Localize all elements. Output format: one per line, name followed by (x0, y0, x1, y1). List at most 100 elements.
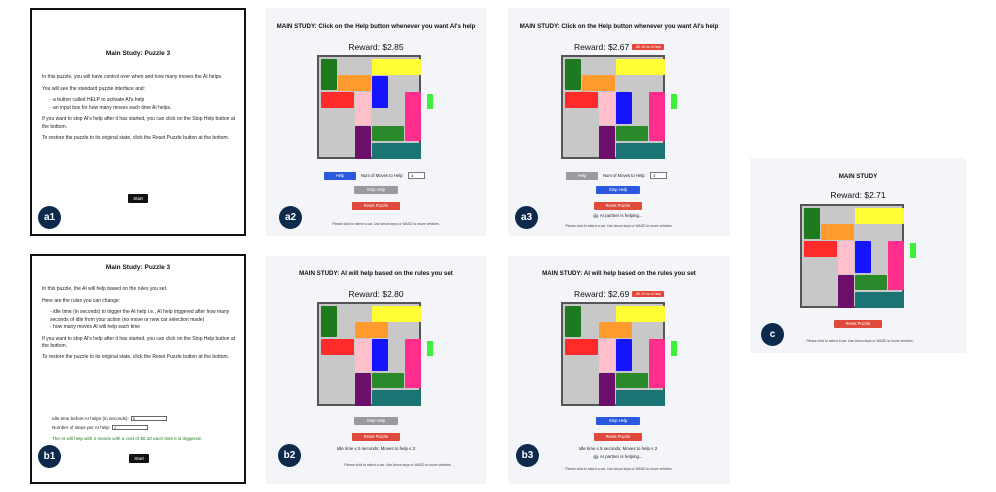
car-green[interactable] (855, 275, 887, 290)
page-title: MAIN STUDY: Click on the Help button whe… (519, 23, 719, 30)
puzzle-board[interactable] (561, 302, 665, 406)
reset-puzzle-button[interactable]: Reset Puzzle (352, 202, 400, 210)
car-yellow[interactable] (372, 306, 421, 322)
car-dark-green[interactable] (565, 59, 581, 90)
car-blue[interactable] (616, 339, 632, 371)
puzzle-board[interactable] (317, 55, 421, 159)
car-pink[interactable] (649, 92, 665, 141)
ai-cost-badge: -$0.10 for AI help (632, 291, 665, 297)
car-dark-green[interactable] (565, 306, 581, 337)
start-button[interactable]: Start (128, 194, 148, 203)
page-title: Main Study: Puzzle 3 (105, 264, 171, 271)
steps-label: Number of steps per AI help: (52, 425, 111, 430)
exit-marker (427, 94, 433, 109)
car-purple[interactable] (599, 373, 615, 406)
car-pink[interactable] (405, 339, 421, 388)
car-yellow[interactable] (616, 59, 665, 75)
car-yellow[interactable] (372, 59, 421, 75)
car-blue[interactable] (372, 76, 388, 108)
instructions-text: In this puzzle, you will have control ov… (42, 74, 236, 147)
car-green[interactable] (616, 126, 648, 141)
panel-b3-rule-based-help-active: MAIN STUDY: AI will help based on the ru… (508, 256, 730, 484)
car-light-pink[interactable] (599, 339, 615, 372)
car-purple[interactable] (355, 126, 371, 159)
car-pink[interactable] (888, 241, 904, 290)
car-teal[interactable] (372, 143, 421, 159)
car-teal[interactable] (616, 390, 665, 406)
help-rules-summary: Idle time ≤ 5 seconds; Moves to help ≤ 2 (578, 446, 658, 451)
car-teal[interactable] (855, 292, 904, 308)
reset-puzzle-button[interactable]: Reset Puzzle (352, 433, 400, 441)
car-teal[interactable] (372, 390, 421, 406)
car-light-pink[interactable] (599, 92, 615, 125)
moves-to-help-input[interactable]: 3 (650, 172, 667, 179)
puzzle-board[interactable] (561, 55, 665, 159)
car-blue[interactable] (616, 92, 632, 124)
car-orange[interactable] (582, 75, 615, 91)
car-dark-green[interactable] (804, 208, 820, 239)
puzzle-board[interactable] (800, 204, 904, 308)
panel-label-badge: b3 (516, 444, 539, 467)
stop-help-button[interactable]: Stop Help (354, 186, 398, 194)
car-orange[interactable] (355, 322, 388, 338)
car-light-pink[interactable] (838, 241, 854, 274)
stop-help-button[interactable]: Stop Help (354, 417, 398, 425)
car-light-pink[interactable] (355, 339, 371, 372)
help-rules-summary: Idle time ≤ 5 seconds; Moves to help ≤ 2 (336, 446, 416, 451)
instruction-paragraph: To restore the puzzle to its original st… (42, 354, 230, 361)
car-orange[interactable] (599, 322, 632, 338)
car-blue[interactable] (372, 339, 388, 371)
car-green[interactable] (372, 126, 404, 141)
car-green[interactable] (616, 373, 648, 388)
car-red[interactable] (321, 339, 354, 355)
car-yellow[interactable] (616, 306, 665, 322)
car-purple[interactable] (599, 126, 615, 159)
panel-label-badge: a1 (38, 206, 61, 229)
exit-marker (910, 243, 916, 258)
car-dark-green[interactable] (321, 59, 337, 90)
puzzle-board[interactable] (317, 302, 421, 406)
stop-help-button[interactable]: Stop Help (596, 417, 640, 425)
car-yellow[interactable] (855, 208, 904, 224)
car-blue[interactable] (855, 241, 871, 273)
car-light-pink[interactable] (355, 92, 371, 125)
page-title: MAIN STUDY: AI will help based on the ru… (542, 270, 696, 277)
instruction-bullet: - how many moves AI will help each time (50, 323, 141, 330)
car-orange[interactable] (821, 224, 854, 240)
car-purple[interactable] (838, 275, 854, 308)
page-title: MAIN STUDY (838, 173, 878, 180)
instruction-paragraph: In this puzzle, you will have control ov… (42, 74, 223, 80)
car-red[interactable] (321, 92, 354, 108)
instructions-text: In this puzzle, the AI will help based o… (42, 286, 236, 366)
reset-puzzle-button[interactable]: Reset Puzzle (594, 433, 642, 441)
start-button[interactable]: Start (129, 454, 149, 463)
panel-a1-instructions: Main Study: Puzzle 3 In this puzzle, you… (30, 8, 246, 236)
idle-time-input[interactable]: 5 (130, 416, 167, 421)
help-button[interactable]: Help (566, 172, 598, 180)
stop-help-button[interactable]: Stop Help (596, 186, 640, 194)
reset-puzzle-button[interactable]: Reset Puzzle (834, 320, 882, 328)
car-teal[interactable] (616, 143, 665, 159)
car-dark-green[interactable] (321, 306, 337, 337)
ai-cost-badge: -$0.18 for AI help (632, 44, 665, 50)
reward-value: Reward: $2.80 (348, 289, 404, 299)
reset-puzzle-button[interactable]: Reset Puzzle (594, 202, 642, 210)
car-purple[interactable] (355, 373, 371, 406)
car-orange[interactable] (338, 75, 371, 91)
instructions-footer: Please click to select a car. Use Arrow … (344, 463, 452, 467)
instruction-paragraph: In this puzzle, the AI will help based o… (42, 286, 168, 292)
car-red[interactable] (804, 241, 837, 257)
car-green[interactable] (372, 373, 404, 388)
panel-a3-manual-help-active: MAIN STUDY: Click on the Help button whe… (508, 8, 730, 236)
steps-input[interactable]: 2 (112, 425, 149, 430)
instruction-paragraph: Here are the rules you can change: (42, 297, 121, 304)
car-pink[interactable] (649, 339, 665, 388)
help-button[interactable]: Help (324, 172, 356, 180)
instructions-footer: Please click to select a car. Use Arrow … (565, 467, 673, 471)
page-title: MAIN STUDY: Click on the Help button whe… (276, 23, 476, 30)
car-red[interactable] (565, 92, 598, 108)
instruction-bullet: - an input box for how many moves each t… (50, 104, 172, 111)
car-pink[interactable] (405, 92, 421, 141)
moves-to-help-input[interactable]: 3 (408, 172, 425, 179)
car-red[interactable] (565, 339, 598, 355)
